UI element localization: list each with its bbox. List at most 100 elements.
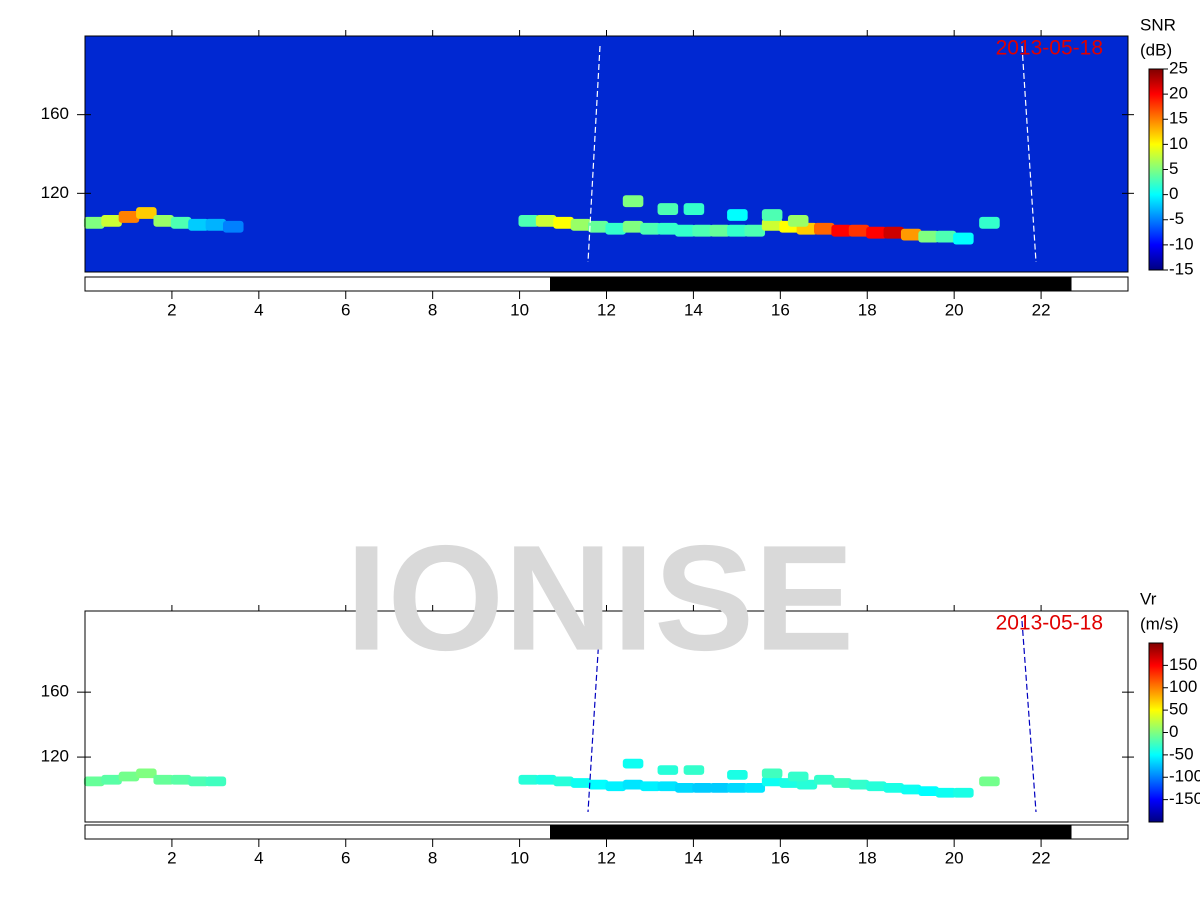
echo-cell	[683, 765, 705, 775]
echo-cell	[657, 765, 679, 775]
echo-cell	[553, 776, 574, 787]
y-tick-label: 120	[41, 747, 69, 766]
echo-cell	[883, 226, 905, 239]
echo-cell	[640, 222, 661, 235]
dark-period	[550, 825, 1072, 839]
echo-cell	[622, 779, 644, 790]
echo-cell	[935, 787, 957, 798]
echo-cell	[101, 774, 122, 785]
echo-cell	[744, 224, 766, 237]
echo-cell	[709, 224, 731, 237]
echo-cell	[622, 758, 644, 769]
echo-cell	[883, 783, 905, 793]
echo-cell	[657, 222, 679, 235]
echo-cell	[518, 774, 540, 785]
colorbar	[1148, 68, 1164, 271]
echo-cell	[918, 786, 939, 797]
x-tick-label: 22	[1032, 848, 1051, 867]
echo-cell	[953, 787, 974, 798]
echo-cell	[900, 228, 922, 241]
echo-cell	[605, 222, 626, 235]
echo-cell	[674, 224, 696, 237]
colorbar	[1148, 642, 1164, 823]
echo-cell	[170, 216, 192, 229]
echo-cell	[570, 778, 592, 788]
echo-cell	[118, 211, 140, 223]
echo-cell	[588, 779, 609, 790]
echo-cell	[518, 214, 540, 227]
echo-cell	[796, 779, 818, 790]
colorbar-tick-label: 10	[1169, 134, 1188, 153]
echo-cell	[553, 216, 574, 229]
echo-cell	[570, 218, 592, 231]
colorbar-tick-label: 50	[1169, 700, 1188, 719]
echo-cell	[761, 218, 783, 231]
terminator	[587, 620, 601, 813]
x-tick-label: 8	[428, 300, 437, 319]
date-label: 2013-05-18	[996, 37, 1103, 60]
dark-period	[550, 277, 1072, 291]
echo-cell	[709, 783, 731, 793]
echo-cell	[683, 203, 705, 215]
echo-cell	[692, 783, 713, 793]
echo-cell	[153, 214, 175, 227]
echo-cell	[692, 224, 713, 237]
echo-cell	[848, 779, 870, 790]
echo-cell	[205, 776, 227, 787]
echo-cell	[814, 774, 835, 785]
y-tick-label: 120	[41, 183, 69, 202]
echo-cell	[761, 768, 783, 779]
echo-cell	[787, 771, 809, 782]
echo-cell	[118, 771, 140, 782]
watermark: IONISE	[346, 514, 854, 682]
echo-cell	[153, 774, 175, 785]
terminator	[1021, 45, 1037, 263]
echo-cell	[761, 209, 783, 221]
echo-cell	[744, 783, 766, 793]
echo-cell	[935, 230, 957, 243]
x-tick-label: 22	[1032, 300, 1051, 319]
echo-cell	[918, 230, 939, 243]
x-tick-label: 12	[597, 848, 616, 867]
echo-cell	[979, 216, 1000, 229]
x-tick-label: 2	[167, 848, 176, 867]
echo-cell	[866, 781, 887, 792]
echo-cell	[761, 776, 783, 787]
x-tick-label: 20	[945, 848, 964, 867]
x-tick-label: 2	[167, 300, 176, 319]
x-tick-label: 4	[254, 848, 263, 867]
colorbar-tick-label: 150	[1169, 655, 1197, 674]
colorbar-tick-label: 5	[1169, 159, 1178, 178]
colorbar-tick-label: 20	[1169, 84, 1188, 103]
echo-cell	[101, 214, 122, 227]
x-tick-label: 4	[254, 300, 263, 319]
echo-cell	[814, 222, 835, 235]
echo-cell	[622, 220, 644, 233]
echo-cell	[136, 207, 157, 219]
echo-cell	[222, 220, 244, 233]
echo-cell	[188, 776, 209, 787]
echo-cell	[848, 224, 870, 237]
echo-cell	[727, 783, 748, 793]
echo-cell	[657, 781, 679, 792]
echo-cell	[205, 218, 227, 231]
colorbar-tick-label: -50	[1169, 744, 1194, 763]
colorbar-unit: (m/s)	[1140, 614, 1179, 633]
x-tick-label: 20	[945, 300, 964, 319]
colorbar-title: Vr	[1140, 589, 1157, 608]
echo-cell	[979, 776, 1000, 787]
echo-cell	[83, 776, 105, 787]
echo-cell	[727, 224, 748, 237]
colorbar-tick-label: -100	[1169, 767, 1200, 786]
echo-cell	[535, 214, 557, 227]
echo-cell	[727, 770, 748, 780]
echo-cell	[831, 224, 852, 237]
y-tick-label: 160	[41, 682, 69, 701]
x-tick-label: 10	[510, 848, 529, 867]
x-tick-label: 16	[771, 300, 790, 319]
x-tick-label: 6	[341, 300, 350, 319]
x-tick-label: 18	[858, 848, 877, 867]
y-tick-label: 160	[41, 104, 69, 123]
terminator	[1021, 620, 1037, 813]
